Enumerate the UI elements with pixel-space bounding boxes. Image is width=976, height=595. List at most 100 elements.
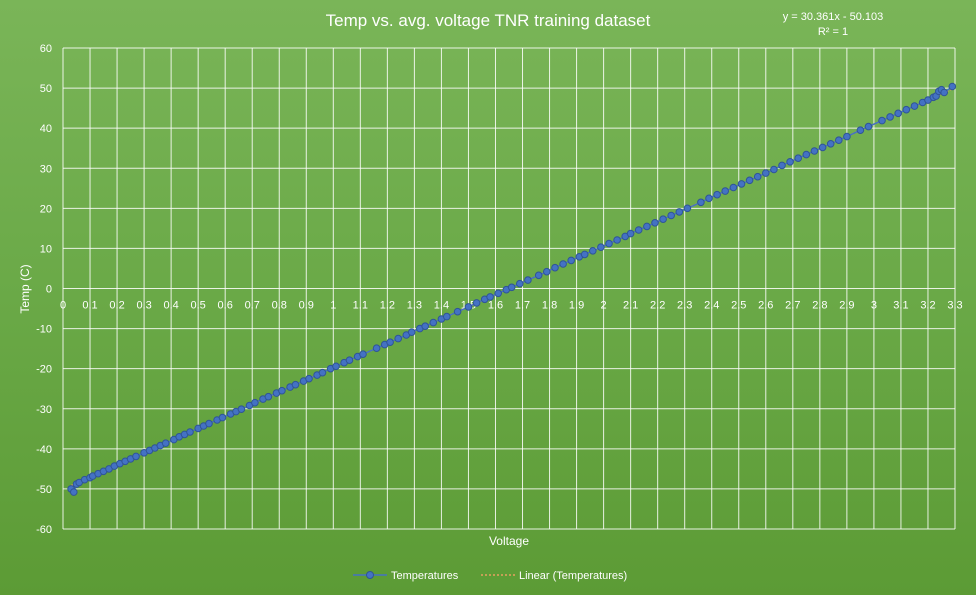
data-point: [278, 386, 286, 395]
data-point: [516, 279, 524, 288]
data-point: [486, 293, 494, 301]
data-point: [394, 334, 403, 343]
data-point: [626, 229, 635, 238]
data-point: [729, 183, 738, 192]
data-point: [386, 338, 394, 347]
x-tick-label: 1.2: [380, 300, 395, 312]
x-tick-label: 2.9: [839, 300, 854, 312]
data-point: [161, 439, 170, 448]
data-point: [745, 176, 754, 185]
x-tick-label: 1: [330, 300, 336, 312]
x-tick-label: 1.9: [569, 300, 584, 312]
y-tick-label: -10: [36, 324, 52, 336]
data-point: [305, 374, 313, 383]
data-point: [802, 150, 811, 159]
y-tick-label: -60: [36, 524, 52, 536]
x-tick-label: 3.3: [947, 300, 962, 312]
x-tick-label: 0.5: [191, 300, 206, 312]
data-point: [948, 82, 957, 91]
x-tick-label: 2: [601, 300, 607, 312]
data-point: [70, 488, 78, 496]
x-tick-label: 0.7: [245, 300, 260, 312]
x-tick-label: 2.8: [812, 300, 827, 312]
data-point: [770, 165, 778, 174]
data-point: [567, 256, 576, 265]
data-point: [372, 344, 381, 353]
data-point: [534, 271, 543, 280]
data-point: [697, 198, 705, 207]
data-point: [794, 154, 803, 162]
x-tick-label: 3: [871, 300, 877, 312]
data-point: [818, 143, 827, 152]
x-tick-label: 0: [60, 300, 66, 312]
data-point: [613, 236, 621, 244]
x-tick-label: 2.6: [758, 300, 773, 312]
x-tick-label: 2.4: [704, 300, 719, 312]
data-point: [886, 113, 894, 121]
x-axis-tick-labels: 0 0.1 0.2 0.3 0.4 0.5 0.6 0.7 0.8 0.9 1 1.1 1.2 1.3 1.…: [60, 300, 963, 312]
data-point: [251, 398, 259, 407]
data-point: [843, 132, 851, 141]
y-tick-label: 30: [40, 163, 52, 175]
data-point: [407, 328, 416, 337]
data-point: [472, 299, 481, 307]
data-point: [713, 190, 721, 199]
data-point: [291, 380, 300, 389]
x-tick-label: 1.8: [542, 300, 557, 312]
x-axis-title: Voltage: [489, 534, 529, 548]
chart-title: Temp vs. avg. voltage TNR training datas…: [326, 11, 651, 30]
y-tick-label: 50: [40, 83, 52, 95]
y-tick-label: 0: [46, 284, 52, 296]
data-point: [705, 194, 713, 203]
x-tick-label: 2.7: [785, 300, 800, 312]
data-point: [835, 136, 843, 144]
x-tick-label: 1.3: [407, 300, 422, 312]
data-point: [605, 239, 613, 248]
data-point: [651, 219, 659, 227]
legend-item-temperatures[interactable]: Temperatures: [353, 570, 459, 582]
legend-series-label: Temperatures: [391, 570, 459, 582]
legend: Temperatures Linear (Temperatures): [353, 570, 627, 582]
data-point: [559, 260, 567, 268]
x-tick-label: 0.2: [109, 300, 124, 312]
data-point: [864, 122, 873, 131]
data-point: [205, 419, 213, 428]
x-tick-label: 0.4: [163, 300, 178, 312]
data-point: [753, 172, 762, 181]
data-point: [810, 147, 819, 155]
trendline-equation: y = 30.361x - 50.103: [783, 11, 884, 23]
x-tick-label: 3.2: [920, 300, 935, 312]
data-point: [443, 312, 451, 321]
x-tick-label: 2.2: [650, 300, 665, 312]
x-tick-label: 2.3: [677, 300, 692, 312]
data-point: [940, 88, 949, 97]
data-point: [902, 105, 911, 114]
y-tick-label: 20: [40, 203, 52, 215]
data-point: [332, 362, 340, 371]
data-point: [543, 267, 551, 276]
y-tick-label: -20: [36, 364, 52, 376]
x-tick-label: 0.8: [272, 300, 287, 312]
data-point: [524, 276, 532, 284]
data-point: [894, 109, 903, 118]
y-tick-label: 60: [40, 43, 52, 55]
data-point: [551, 263, 559, 272]
series-temperatures: [67, 82, 957, 496]
y-axis-title: Temp (C): [18, 264, 32, 313]
data-point: [856, 126, 865, 134]
data-point: [453, 307, 462, 316]
data-point: [910, 102, 919, 110]
data-point: [826, 140, 835, 148]
y-tick-label: -40: [36, 444, 52, 456]
data-point: [507, 283, 516, 292]
data-point: [429, 318, 438, 327]
x-tick-label: 1.4: [434, 300, 449, 312]
data-point: [318, 368, 327, 377]
legend-item-linear-trendline[interactable]: Linear (Temperatures): [481, 570, 627, 582]
data-point: [683, 204, 692, 213]
data-point: [737, 180, 746, 188]
data-point: [494, 289, 503, 298]
data-point: [634, 226, 643, 234]
data-point: [464, 303, 473, 311]
